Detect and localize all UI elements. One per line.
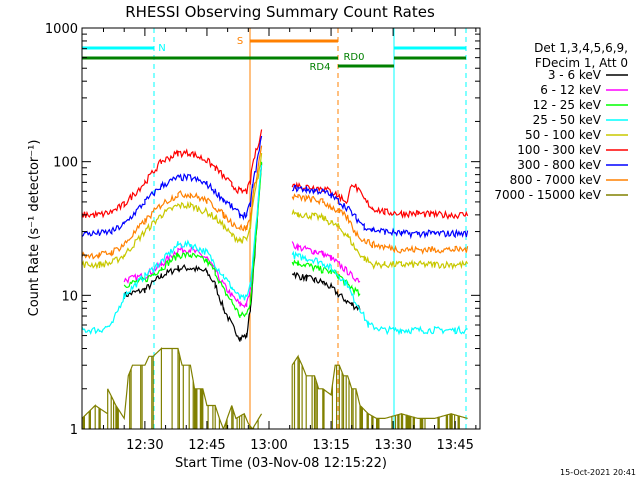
series-line: [123, 161, 361, 319]
timestamp: 15-Oct-2021 20:41: [560, 468, 636, 477]
series-line: [81, 164, 468, 336]
chart-title: RHESSI Observing Summary Count Rates: [125, 3, 435, 21]
x-tick-label: 13:15: [312, 438, 349, 453]
legend-label: 3 - 6 keV: [548, 68, 602, 82]
legend-label: 300 - 800 keV: [517, 158, 601, 172]
legend-label: 100 - 300 keV: [517, 143, 601, 157]
legend-label: 800 - 7000 keV: [510, 173, 602, 187]
series-line: [123, 163, 361, 342]
y-axis-label: Count Rate (s⁻¹ detector⁻¹): [27, 140, 42, 317]
state-label-rd0: RD0: [343, 52, 364, 63]
y-tick-label: 1: [70, 423, 78, 438]
legend-label: 50 - 100 keV: [525, 128, 602, 142]
series-line: [81, 145, 469, 260]
legend-label: 7000 - 15000 keV: [494, 188, 601, 202]
series-line: [81, 135, 469, 240]
legend: Det 1,3,4,5,6,9,FDecim 1, Att 03 - 6 keV…: [494, 41, 628, 202]
x-tick-label: 13:45: [436, 438, 473, 453]
x-axis-label: Start Time (03-Nov-08 12:15:22): [175, 456, 387, 471]
y-tick-label: 10: [61, 289, 78, 304]
legend-header: FDecim 1, Att 0: [535, 56, 628, 70]
series-line: [81, 129, 469, 221]
series-line: [81, 347, 468, 430]
state-label-s: S: [237, 36, 243, 47]
state-label-n: N: [158, 43, 165, 54]
x-tick-label: 13:30: [374, 438, 411, 453]
legend-label: 12 - 25 keV: [533, 98, 602, 112]
x-tick-label: 12:45: [188, 438, 225, 453]
plot-frame: [81, 27, 481, 430]
axes: 12:30 12:45 13:00 13:15 13:30 13:45 1 10 100 1000: [45, 22, 480, 453]
series-line: [81, 153, 469, 271]
series-layer: [81, 129, 469, 430]
y-tick-label: 1000: [45, 22, 78, 37]
state-label-rd4: RD4: [309, 62, 330, 73]
legend-header: Det 1,3,4,5,6,9,: [534, 41, 628, 55]
y-tick-label: 100: [53, 156, 78, 171]
legend-label: 6 - 12 keV: [540, 83, 602, 97]
legend-label: 25 - 50 keV: [533, 113, 602, 127]
x-tick-label: 12:30: [126, 438, 163, 453]
x-tick-label: 13:00: [250, 438, 287, 453]
